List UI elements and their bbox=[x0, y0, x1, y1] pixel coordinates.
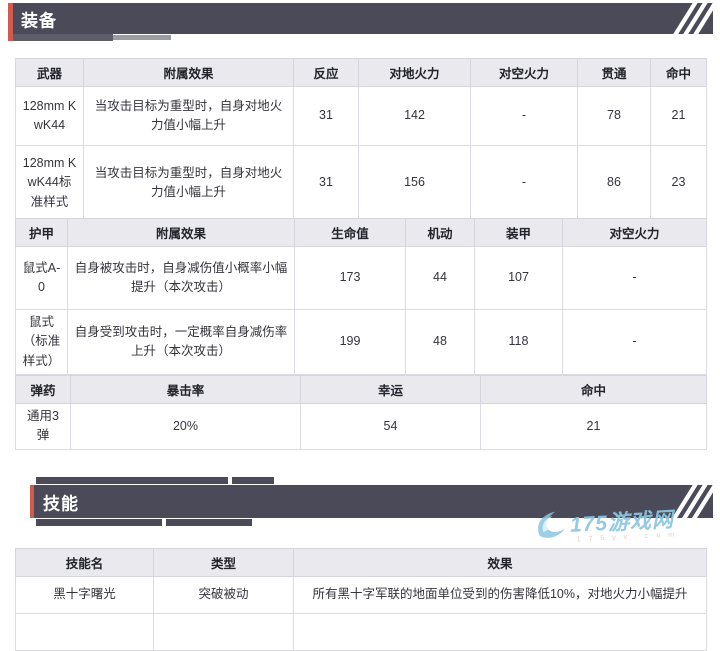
skill-type-cell bbox=[153, 613, 294, 651]
skill-effect-cell bbox=[293, 613, 707, 651]
ammo-table: 弹药 暴击率 幸运 命中 通用3弹 20% 54 21 bbox=[15, 375, 707, 450]
armor-name-cell: 鼠式A-0 bbox=[15, 246, 68, 310]
skill-table: 技能名 类型 效果 黑十字曙光 突破被动 所有黑十字军联的地面单位受到的伤害降低… bbox=[15, 548, 707, 651]
stat-cell: 48 bbox=[405, 308, 475, 376]
col-header-effect: 附属效果 bbox=[67, 218, 295, 247]
skill-effect-cell: 所有黑十字军联的地面单位受到的伤害降低10%，对地火力小幅提升 bbox=[293, 576, 707, 614]
skills-section-header: 技能 bbox=[30, 483, 719, 521]
header-tab-decoration bbox=[36, 519, 162, 526]
watermark-domain: 1 7 5 y x . c o m bbox=[576, 531, 678, 544]
col-header-mobility: 机动 bbox=[405, 218, 475, 247]
stat-cell: 31 bbox=[293, 145, 359, 221]
ammo-name-cell: 通用3弹 bbox=[15, 403, 71, 450]
col-header-ammo: 弹药 bbox=[15, 375, 71, 404]
armor-table-header-row: 护甲 附属效果 生命值 机动 装甲 对空火力 bbox=[15, 218, 707, 247]
col-header-aa-fire: 对空火力 bbox=[470, 58, 578, 87]
header-tab-decoration bbox=[113, 35, 171, 40]
table-row bbox=[15, 613, 707, 651]
stat-cell: - bbox=[562, 308, 707, 376]
table-row: 128mm KwK44 当攻击目标为重型时，自身对地火力值小幅上升 31 142… bbox=[15, 86, 707, 146]
stat-cell: 54 bbox=[300, 403, 481, 450]
col-header-skill-name: 技能名 bbox=[15, 548, 154, 577]
header-tab-decoration bbox=[166, 519, 252, 526]
header-tab-decoration bbox=[13, 34, 113, 41]
stat-cell: - bbox=[562, 246, 707, 310]
weapon-name-cell: 128mm KwK44标准样式 bbox=[15, 145, 84, 221]
table-row: 黑十字曙光 突破被动 所有黑十字军联的地面单位受到的伤害降低10%，对地火力小幅… bbox=[15, 576, 707, 614]
stat-cell: 156 bbox=[358, 145, 471, 221]
col-header-skill-effect: 效果 bbox=[293, 548, 707, 577]
skill-type-cell: 突破被动 bbox=[153, 576, 294, 614]
col-header-aa-fire: 对空火力 bbox=[562, 218, 707, 247]
col-header-reaction: 反应 bbox=[293, 58, 359, 87]
stat-cell: 21 bbox=[650, 86, 707, 146]
col-header-penetration: 贯通 bbox=[577, 58, 651, 87]
col-header-skill-type: 类型 bbox=[153, 548, 294, 577]
effect-cell: 自身被攻击时，自身减伤值小概率小幅提升（本次攻击） bbox=[67, 246, 295, 310]
col-header-weapon: 武器 bbox=[15, 58, 84, 87]
skill-table-header-row: 技能名 类型 效果 bbox=[15, 548, 707, 577]
stat-cell: 118 bbox=[474, 308, 563, 376]
equipment-section-header: 装备 bbox=[8, 1, 719, 41]
col-header-ground-fire: 对地火力 bbox=[358, 58, 471, 87]
red-accent-stripe bbox=[8, 3, 13, 41]
table-row: 鼠式A-0 自身被攻击时，自身减伤值小概率小幅提升（本次攻击） 173 44 1… bbox=[15, 246, 707, 310]
stat-cell: 23 bbox=[650, 145, 707, 221]
stat-cell: 142 bbox=[358, 86, 471, 146]
col-header-accuracy: 命中 bbox=[650, 58, 707, 87]
col-header-luck: 幸运 bbox=[300, 375, 481, 404]
skill-name-cell bbox=[15, 613, 154, 651]
header-tab-decoration bbox=[232, 477, 274, 484]
stat-cell: 86 bbox=[577, 145, 651, 221]
stat-cell: 173 bbox=[294, 246, 406, 310]
armor-name-cell: 鼠式（标准样式） bbox=[15, 308, 68, 376]
table-row: 128mm KwK44标准样式 当攻击目标为重型时，自身对地火力值小幅上升 31… bbox=[15, 145, 707, 221]
effect-cell: 当攻击目标为重型时，自身对地火力值小幅上升 bbox=[83, 86, 294, 146]
armor-table: 护甲 附属效果 生命值 机动 装甲 对空火力 鼠式A-0 自身被攻击时，自身减伤… bbox=[15, 218, 707, 376]
stat-cell: 107 bbox=[474, 246, 563, 310]
red-accent-stripe bbox=[30, 485, 34, 518]
stat-cell: - bbox=[470, 145, 578, 221]
col-header-effect: 附属效果 bbox=[83, 58, 294, 87]
equipment-section-title: 装备 bbox=[21, 11, 57, 30]
header-tab-decoration bbox=[36, 477, 228, 484]
effect-cell: 自身受到攻击时，一定概率自身减伤率上升（本次攻击） bbox=[67, 308, 295, 376]
stat-cell: - bbox=[470, 86, 578, 146]
stat-cell: 20% bbox=[70, 403, 301, 450]
col-header-crit-rate: 暴击率 bbox=[70, 375, 301, 404]
page: { "colors": { "bar_bg": "#4a4a58", "acce… bbox=[8, 1, 719, 651]
table-row: 鼠式（标准样式） 自身受到攻击时，一定概率自身减伤率上升（本次攻击） 199 4… bbox=[15, 308, 707, 376]
skill-name-cell: 黑十字曙光 bbox=[15, 576, 154, 614]
weapon-table-header-row: 武器 附属效果 反应 对地火力 对空火力 贯通 命中 bbox=[15, 58, 707, 87]
effect-cell: 当攻击目标为重型时，自身对地火力值小幅上升 bbox=[83, 145, 294, 221]
stat-cell: 44 bbox=[405, 246, 475, 310]
col-header-armor-value: 装甲 bbox=[474, 218, 563, 247]
stat-cell: 199 bbox=[294, 308, 406, 376]
weapon-table: 武器 附属效果 反应 对地火力 对空火力 贯通 命中 128mm KwK44 当… bbox=[15, 58, 707, 221]
col-header-hp: 生命值 bbox=[294, 218, 406, 247]
stat-cell: 31 bbox=[293, 86, 359, 146]
col-header-armor: 护甲 bbox=[15, 218, 68, 247]
table-row: 通用3弹 20% 54 21 bbox=[15, 403, 707, 450]
weapon-name-cell: 128mm KwK44 bbox=[15, 86, 84, 146]
stat-cell: 21 bbox=[480, 403, 707, 450]
skills-section-title: 技能 bbox=[43, 494, 79, 513]
ammo-table-header-row: 弹药 暴击率 幸运 命中 bbox=[15, 375, 707, 404]
stat-cell: 78 bbox=[577, 86, 651, 146]
col-header-accuracy: 命中 bbox=[480, 375, 707, 404]
